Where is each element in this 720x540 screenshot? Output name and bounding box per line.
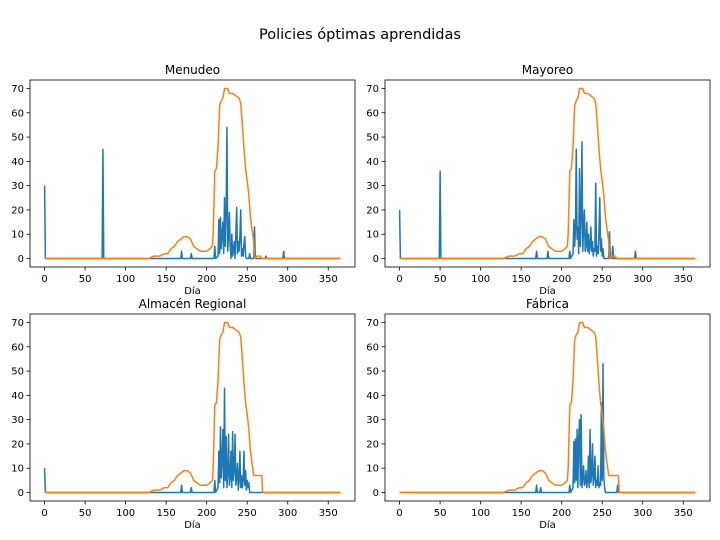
subplot-title: Menudeo	[165, 63, 220, 77]
x-tick-label: 0	[41, 274, 47, 285]
subplot-almacen-regional: 0 50 100 150 200 250 300 350 0 10 20 30 40 50 60 70 Alma…	[11, 297, 356, 531]
x-axis-label: Día	[539, 285, 556, 297]
series-2-line	[44, 321, 341, 494]
y-tick-label: 40	[11, 157, 24, 168]
y-tick-label: 20	[11, 205, 24, 216]
x-tick-label: 250	[593, 508, 612, 519]
series-2-line	[399, 321, 696, 494]
x-tick-label: 200	[552, 274, 571, 285]
y-tick-label: 20	[11, 439, 24, 450]
figure-title: Policies óptimas aprendidas	[259, 27, 461, 43]
y-tick-label: 60	[366, 342, 379, 353]
series-1-line	[399, 363, 696, 494]
y-tick-label: 50	[366, 367, 379, 378]
y-tick-label: 40	[366, 157, 379, 168]
x-tick-label: 100	[471, 274, 490, 285]
subplot-menudeo: 0 50 100 150 200 250 300 350 0 10 20 30 40 50 60 70 Menu…	[11, 63, 356, 297]
x-tick-label: 0	[396, 508, 402, 519]
y-tick-label: 10	[11, 230, 24, 241]
x-tick-label: 0	[41, 508, 47, 519]
x-tick-label: 350	[319, 274, 338, 285]
plot-frame	[29, 313, 356, 502]
series-2-line	[44, 87, 341, 260]
y-tick-label: 60	[11, 342, 24, 353]
x-tick-label: 350	[674, 274, 693, 285]
y-tick-label: 0	[18, 488, 24, 499]
y-tick-label: 60	[11, 108, 24, 119]
series-2-line	[399, 87, 696, 260]
plot-frame	[384, 313, 711, 502]
y-tick-label: 40	[366, 391, 379, 402]
x-tick-label: 150	[157, 508, 176, 519]
x-tick-label: 300	[278, 274, 297, 285]
x-tick-label: 100	[116, 274, 135, 285]
x-tick-label: 300	[278, 508, 297, 519]
x-tick-label: 200	[197, 274, 216, 285]
x-tick-label: 150	[157, 274, 176, 285]
x-axis-label: Día	[184, 519, 201, 531]
x-tick-label: 300	[633, 508, 652, 519]
x-tick-label: 300	[633, 274, 652, 285]
x-tick-label: 350	[674, 508, 693, 519]
y-tick-label: 40	[11, 391, 24, 402]
y-tick-label: 70	[366, 318, 379, 329]
y-tick-label: 20	[366, 439, 379, 450]
series-1-line	[43, 387, 341, 494]
x-tick-label: 250	[593, 274, 612, 285]
y-tick-label: 20	[366, 205, 379, 216]
x-tick-label: 50	[79, 274, 92, 285]
y-tick-label: 50	[11, 133, 24, 144]
x-tick-label: 150	[512, 508, 531, 519]
plot-frame	[384, 79, 711, 268]
y-tick-label: 50	[11, 367, 24, 378]
y-tick-label: 60	[366, 108, 379, 119]
y-tick-label: 70	[366, 84, 379, 95]
y-tick-label: 30	[366, 415, 379, 426]
subplot-mayoreo: 0 50 100 150 200 250 300 350 0 10 20 30 40 50 60 70 Mayo…	[366, 63, 711, 297]
x-tick-label: 250	[238, 508, 257, 519]
subplot-fabrica: 0 50 100 150 200 250 300 350 0 10 20 30 40 50 60 70 Fábr…	[366, 297, 711, 531]
y-tick-label: 10	[11, 464, 24, 475]
x-tick-label: 50	[79, 508, 92, 519]
y-tick-label: 50	[366, 133, 379, 144]
series-1-line	[43, 126, 341, 260]
plot-frame	[29, 79, 356, 268]
x-axis-label: Día	[539, 519, 556, 531]
subplot-title: Mayoreo	[522, 63, 574, 77]
x-tick-label: 150	[512, 274, 531, 285]
x-tick-label: 200	[552, 508, 571, 519]
x-tick-label: 50	[434, 274, 447, 285]
y-tick-label: 10	[366, 464, 379, 475]
x-tick-label: 350	[319, 508, 338, 519]
y-tick-label: 10	[366, 230, 379, 241]
y-tick-label: 30	[11, 415, 24, 426]
series-1-line	[398, 141, 696, 260]
subplot-title: Almacén Regional	[139, 297, 247, 311]
y-tick-label: 70	[11, 84, 24, 95]
x-tick-label: 0	[396, 274, 402, 285]
y-tick-label: 0	[373, 488, 379, 499]
y-tick-label: 70	[11, 318, 24, 329]
y-tick-label: 30	[11, 181, 24, 192]
x-tick-label: 200	[197, 508, 216, 519]
y-tick-label: 0	[18, 254, 24, 265]
x-axis-label: Día	[184, 285, 201, 297]
x-tick-label: 100	[471, 508, 490, 519]
y-tick-label: 0	[373, 254, 379, 265]
x-tick-label: 100	[116, 508, 135, 519]
x-tick-label: 250	[238, 274, 257, 285]
x-tick-label: 50	[434, 508, 447, 519]
y-tick-label: 30	[366, 181, 379, 192]
subplot-title: Fábrica	[526, 297, 569, 311]
